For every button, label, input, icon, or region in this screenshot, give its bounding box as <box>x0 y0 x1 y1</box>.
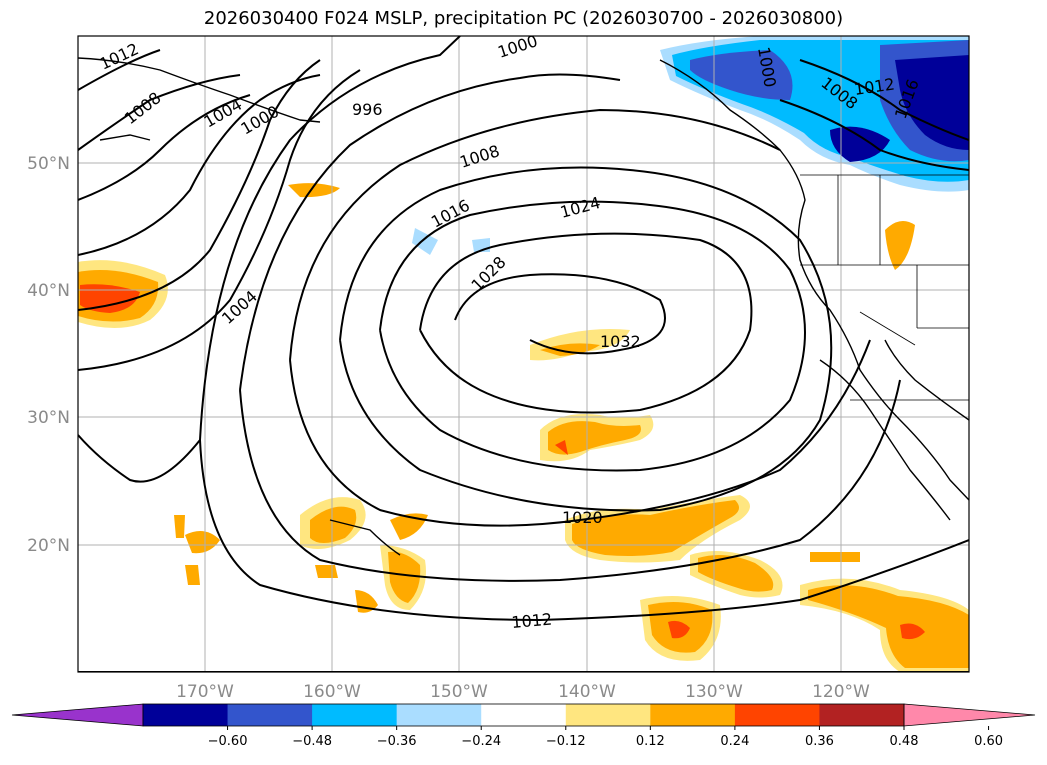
page-title: 2026030400 F024 MSLP, precipitation PC (… <box>203 8 844 29</box>
latitude-labels: 50°N 40°N 30°N 20°N <box>27 154 70 556</box>
colorbar-bin <box>227 704 313 726</box>
isobar-label: 1020 <box>562 508 603 527</box>
lat-label: 30°N <box>27 408 70 428</box>
lat-label: 40°N <box>27 281 70 301</box>
colorbar-bin <box>481 704 567 726</box>
lon-label: 150°W <box>430 682 488 702</box>
colorbar-tick-label: 0.60 <box>974 734 1003 749</box>
isobar-label: 996 <box>352 100 383 119</box>
lat-label: 20°N <box>27 536 70 556</box>
colorbar-tick-label: −0.48 <box>292 734 332 749</box>
colorbar-tick-label: −0.36 <box>377 734 417 749</box>
map-border <box>77 35 970 673</box>
colorbar-tick-label: 0.36 <box>805 734 834 749</box>
colorbar-bin <box>819 704 905 726</box>
colorbar-tick-label: 0.24 <box>720 734 749 749</box>
colorbar-tick-label: −0.12 <box>546 734 586 749</box>
colorbar-bin <box>565 704 651 726</box>
colorbar-frame <box>142 703 905 727</box>
colorbar-tick-label: −0.60 <box>208 734 248 749</box>
lon-label: 170°W <box>176 682 234 702</box>
colorbar-bin <box>312 704 398 726</box>
lon-label: 130°W <box>685 682 743 702</box>
colorbar-extend-high <box>903 703 1036 727</box>
colorbar-extend-low <box>11 703 144 727</box>
colorbar-bin <box>143 704 229 726</box>
isobar-label: 1012 <box>511 610 553 632</box>
longitude-labels: 170°W 160°W 150°W 140°W 130°W 120°W <box>176 682 870 702</box>
colorbar-tick-label: 0.48 <box>890 734 919 749</box>
isobars <box>78 36 969 672</box>
colorbar: −0.60 −0.48 −0.36 −0.24 −0.12 0.12 0.24 0.36 0.4… <box>11 703 1036 749</box>
borders <box>800 174 969 401</box>
isobar-label: 1032 <box>600 332 641 351</box>
lat-label: 50°N <box>27 154 70 174</box>
precipitation-field <box>78 36 969 672</box>
lon-label: 120°W <box>812 682 870 702</box>
colorbar-tick-label: −0.24 <box>461 734 501 749</box>
colorbar-bin <box>396 704 482 726</box>
colorbar-tick-label: 0.12 <box>636 734 665 749</box>
lon-label: 160°W <box>303 682 361 702</box>
colorbar-bin <box>650 704 736 726</box>
colorbar-bin <box>734 704 820 726</box>
lon-label: 140°W <box>558 682 616 702</box>
